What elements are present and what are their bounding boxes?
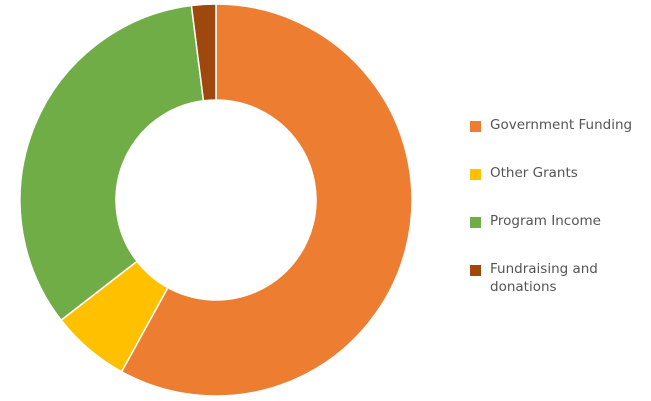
donut-slice-fundraising-and-donations xyxy=(190,3,217,102)
donut-chart xyxy=(19,3,413,397)
donut-slice-government-funding xyxy=(120,3,413,397)
legend-item-other-grants: Other Grants xyxy=(470,164,648,212)
legend-label-government-funding: Government Funding xyxy=(490,117,633,133)
legend-item-government-funding: Government Funding xyxy=(470,116,648,164)
donut-slice-program-income xyxy=(19,4,205,322)
legend-label-fundraising-and-donations: Fundraising and donations xyxy=(490,261,598,295)
legend-label-program-income: Program Income xyxy=(490,213,601,229)
legend-item-program-income: Program Income xyxy=(470,212,648,260)
legend-swatch-fundraising-and-donations xyxy=(470,265,481,276)
legend-swatch-other-grants xyxy=(470,169,481,180)
legend-item-fundraising-and-donations: Fundraising and donations xyxy=(470,260,648,308)
legend-swatch-program-income xyxy=(470,217,481,228)
legend-label-other-grants: Other Grants xyxy=(490,165,578,181)
legend-swatch-government-funding xyxy=(470,121,481,132)
chart-legend: Government Funding Other Grants Program … xyxy=(470,116,648,308)
